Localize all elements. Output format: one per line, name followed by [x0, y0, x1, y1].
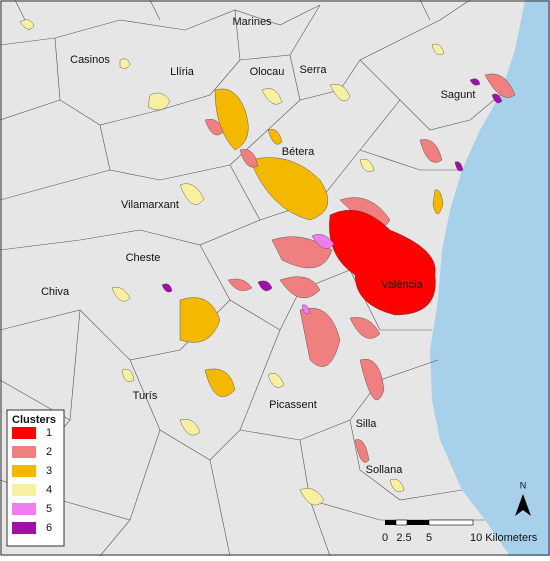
legend-label: 5	[46, 503, 52, 515]
clusters	[19, 19, 516, 506]
place-label: Sollana	[366, 464, 404, 476]
place-label: Bétera	[282, 146, 315, 158]
place-label: Chiva	[41, 286, 70, 298]
cluster-area	[279, 276, 321, 299]
place-labels: Marines Casinos Llíria Olocau Serra Sagunt Bét…	[41, 16, 476, 476]
scale-seg	[385, 520, 396, 525]
cluster-area	[299, 488, 325, 506]
cluster-area	[359, 158, 375, 172]
cluster-area	[329, 209, 436, 316]
cluster-area	[204, 368, 236, 397]
cluster-area	[299, 307, 341, 367]
cluster-area	[257, 280, 273, 292]
place-label: Vilamarxant	[121, 199, 179, 211]
north-arrow: N	[515, 480, 531, 516]
place-label: Serra	[300, 64, 328, 76]
legend-swatch	[12, 522, 36, 534]
cluster-area	[349, 317, 381, 339]
cluster-area	[432, 189, 444, 215]
legend-title: Clusters	[12, 414, 56, 426]
north-arrow-shape	[515, 494, 531, 516]
legend: Clusters 1 2 3 4 5 6	[6, 409, 65, 547]
north-label: N	[520, 480, 527, 490]
cluster-area	[454, 161, 464, 172]
cluster-area	[484, 73, 516, 98]
place-label: Cheste	[126, 252, 161, 264]
cluster-area	[147, 92, 171, 111]
cluster-area	[179, 183, 205, 205]
cluster-area	[359, 358, 385, 401]
scale-label: 2.5	[396, 532, 411, 544]
scale-label: 5	[426, 532, 432, 544]
cluster-area	[179, 297, 221, 343]
scale-label: 10 Kilometers	[470, 532, 538, 544]
cluster-area	[267, 129, 283, 145]
cluster-area	[431, 43, 445, 55]
scale-seg	[395, 519, 408, 526]
scale-bar: 0 2.5 5 10 Kilometers	[382, 519, 538, 544]
place-label: Llíria	[170, 66, 195, 78]
legend-swatch	[12, 465, 36, 477]
cluster-area	[491, 93, 503, 104]
cluster-area	[261, 88, 283, 105]
cluster-area	[111, 286, 131, 302]
cluster-area	[354, 439, 370, 463]
place-label: Silla	[356, 418, 378, 430]
legend-label: 2	[46, 446, 52, 458]
cluster-area	[267, 373, 285, 388]
scale-labels: 0 2.5 5 10 Kilometers	[382, 532, 538, 544]
legend-swatch	[12, 427, 36, 439]
legend-swatch	[12, 503, 36, 515]
cluster-area	[329, 84, 351, 102]
legend-label: 3	[46, 465, 52, 477]
legend-items: 1 2 3 4 5 6	[12, 427, 52, 534]
legend-label: 1	[46, 427, 52, 439]
scale-seg	[428, 519, 474, 526]
sea	[430, 0, 550, 556]
scale-label: 0	[382, 532, 388, 544]
legend-label: 6	[46, 522, 52, 534]
cluster-area	[311, 234, 335, 249]
cluster-area	[271, 236, 333, 269]
cluster-area	[204, 119, 224, 136]
cluster-area	[19, 19, 35, 30]
place-label: Marines	[232, 16, 272, 28]
place-label: Sagunt	[441, 89, 476, 101]
cluster-area	[121, 368, 135, 382]
place-label: Casinos	[70, 54, 110, 66]
scale-seg	[407, 520, 429, 525]
cluster-area	[214, 88, 249, 151]
cluster-area	[179, 419, 201, 436]
place-label: Picassent	[269, 399, 317, 411]
cluster-area	[301, 304, 311, 315]
cluster-area	[227, 278, 253, 291]
cluster-area	[239, 149, 259, 168]
cluster-area	[161, 283, 173, 293]
cluster-area	[249, 157, 329, 221]
legend-swatch	[12, 484, 36, 496]
cluster-area	[119, 58, 131, 69]
legend-swatch	[12, 446, 36, 458]
place-label: València	[381, 279, 423, 291]
place-label: Turís	[133, 390, 158, 402]
legend-label: 4	[46, 484, 52, 496]
cluster-area	[389, 478, 405, 492]
place-label: Olocau	[250, 66, 285, 78]
cluster-area	[419, 139, 443, 163]
cluster-area	[469, 78, 481, 86]
